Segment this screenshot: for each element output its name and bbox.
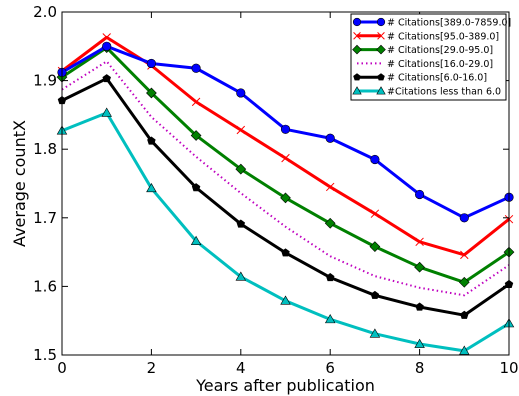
data-point — [236, 219, 246, 228]
data-point — [280, 295, 291, 305]
data-point — [147, 136, 156, 145]
data-point — [236, 125, 246, 135]
data-point — [235, 163, 247, 175]
y-tick-label: 1.5 — [33, 346, 57, 364]
data-point — [414, 261, 425, 273]
data-point — [102, 74, 111, 83]
tick-layer: 0 2 4 6 8 10 1.5 1.6 1.7 1.8 1.9 2.0 — [33, 3, 518, 377]
data-point — [460, 310, 469, 319]
data-point — [415, 302, 424, 311]
legend-entry: # Citations[16.0-29.0] — [357, 59, 493, 70]
data-point — [146, 58, 156, 69]
data-point — [324, 217, 336, 229]
legend-label: # Citations[389.0-7859.0] — [387, 18, 511, 29]
x-axis-label: Years after publication — [195, 376, 375, 395]
data-point — [146, 182, 157, 193]
data-point — [236, 88, 246, 98]
legend-label: #Citations less than 6.0 — [387, 87, 501, 98]
data-point — [415, 237, 424, 247]
data-point — [376, 86, 386, 95]
data-point — [101, 107, 112, 117]
legend-label: # Citations[6.0-16.0] — [387, 73, 487, 84]
data-point — [369, 328, 381, 338]
x-tick-label: 2 — [147, 359, 157, 377]
legend-entry: # Citations[29.0-95.0] — [352, 44, 493, 56]
x-tick-label: 4 — [236, 359, 246, 377]
data-point — [370, 209, 380, 218]
data-point — [376, 17, 386, 27]
data-point — [370, 154, 380, 165]
legend-label: # Citations[16.0-29.0] — [387, 59, 493, 70]
data-point — [352, 86, 362, 95]
data-point — [280, 192, 291, 204]
data-point — [281, 248, 290, 257]
data-point — [458, 276, 470, 288]
legend-label: # Citations[95.0-389.0] — [387, 31, 499, 42]
series-citations-less-than-6-0 — [56, 107, 515, 355]
data-point — [460, 250, 469, 260]
legend-entry: # Citations[389.0-7859.0] — [352, 17, 511, 29]
series-layer — [56, 33, 515, 355]
legend-entry: # Citations[6.0-16.0] — [353, 73, 487, 84]
data-point — [377, 73, 385, 81]
data-point — [377, 32, 385, 40]
y-tick-label: 1.7 — [33, 209, 57, 227]
data-point — [353, 73, 361, 81]
data-point — [325, 133, 335, 143]
x-tick-label: 10 — [499, 359, 518, 377]
plot-frame — [61, 11, 510, 356]
data-point — [414, 338, 425, 348]
y-tick-label: 1.6 — [33, 277, 57, 295]
series-citations-389-0-7859-0 — [57, 41, 514, 223]
data-point — [190, 235, 202, 245]
y-axis-label: Average countX — [10, 120, 29, 247]
y-tick-label: 2.0 — [33, 3, 57, 21]
legend-entry: # Citations[95.0-389.0] — [353, 31, 499, 42]
x-tick-label: 0 — [57, 359, 67, 377]
data-point — [191, 63, 201, 73]
data-point — [191, 97, 201, 107]
data-point — [459, 213, 469, 223]
data-point — [370, 290, 380, 299]
data-point — [415, 189, 425, 200]
legend-label: # Citations[29.0-95.0] — [387, 45, 493, 56]
data-point — [376, 44, 386, 55]
data-point — [146, 87, 157, 99]
data-point — [352, 44, 362, 55]
series-line — [61, 60, 510, 297]
data-point — [191, 183, 201, 192]
data-point — [325, 273, 335, 282]
y-tick-label: 1.8 — [33, 140, 57, 158]
data-point — [459, 345, 470, 355]
data-point — [281, 153, 290, 163]
legend-box — [350, 13, 507, 101]
data-point — [353, 32, 361, 40]
legend: # Citations[389.0-7859.0] # Citations[95.… — [350, 13, 511, 101]
data-point — [190, 130, 202, 141]
y-tick-label: 1.9 — [33, 72, 57, 90]
data-point — [102, 41, 112, 51]
data-point — [325, 182, 335, 192]
legend-entry: #Citations less than 6.0 — [352, 86, 501, 98]
data-point — [102, 33, 111, 42]
data-point — [280, 124, 291, 134]
x-tick-label: 8 — [415, 359, 425, 377]
series-citations-6-0-16-0 — [57, 74, 514, 319]
series-citations-16-0-29-0 — [61, 60, 510, 297]
data-point — [235, 271, 247, 281]
data-point — [324, 313, 336, 324]
x-tick-label: 6 — [325, 359, 335, 377]
data-point — [369, 241, 381, 252]
data-point — [352, 17, 362, 27]
